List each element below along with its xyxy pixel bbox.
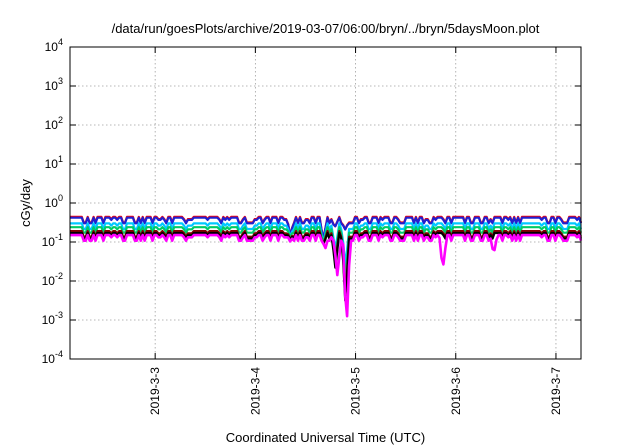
series-line — [70, 231, 583, 302]
series-line — [70, 233, 583, 318]
grid — [70, 47, 581, 359]
y-tick-label: 10-3 — [42, 310, 63, 327]
y-axis: 10-4 10-3 10-2 10-1 100 101 102 103 104 — [42, 37, 581, 366]
y-tick-label: 103 — [45, 76, 63, 93]
y-tick-label: 10-1 — [42, 232, 63, 249]
y-tick-label: 101 — [45, 154, 63, 171]
y-tick-label: 104 — [45, 37, 63, 54]
chart-title: /data/run/goesPlots/archive/2019-03-07/0… — [112, 21, 540, 36]
y-axis-label: cGy/day — [18, 179, 33, 227]
x-tick-label: 2019-3-7 — [549, 367, 563, 415]
y-tick-label: 10-2 — [42, 271, 63, 288]
y-tick-label: 102 — [45, 115, 63, 132]
x-axis-label: Coordinated Universal Time (UTC) — [226, 430, 425, 445]
y-tick-label: 10-4 — [42, 349, 63, 366]
y-tick-label: 100 — [45, 193, 63, 210]
x-tick-label: 2019-3-6 — [449, 367, 463, 415]
x-tick-label: 2019-3-4 — [248, 367, 262, 415]
x-tick-label: 2019-3-3 — [148, 367, 162, 415]
series-group — [70, 215, 583, 318]
x-axis: 2019-3-3 2019-3-4 2019-3-5 2019-3-6 2019-3-7 — [148, 47, 563, 415]
x-tick-label: 2019-3-5 — [349, 367, 363, 415]
